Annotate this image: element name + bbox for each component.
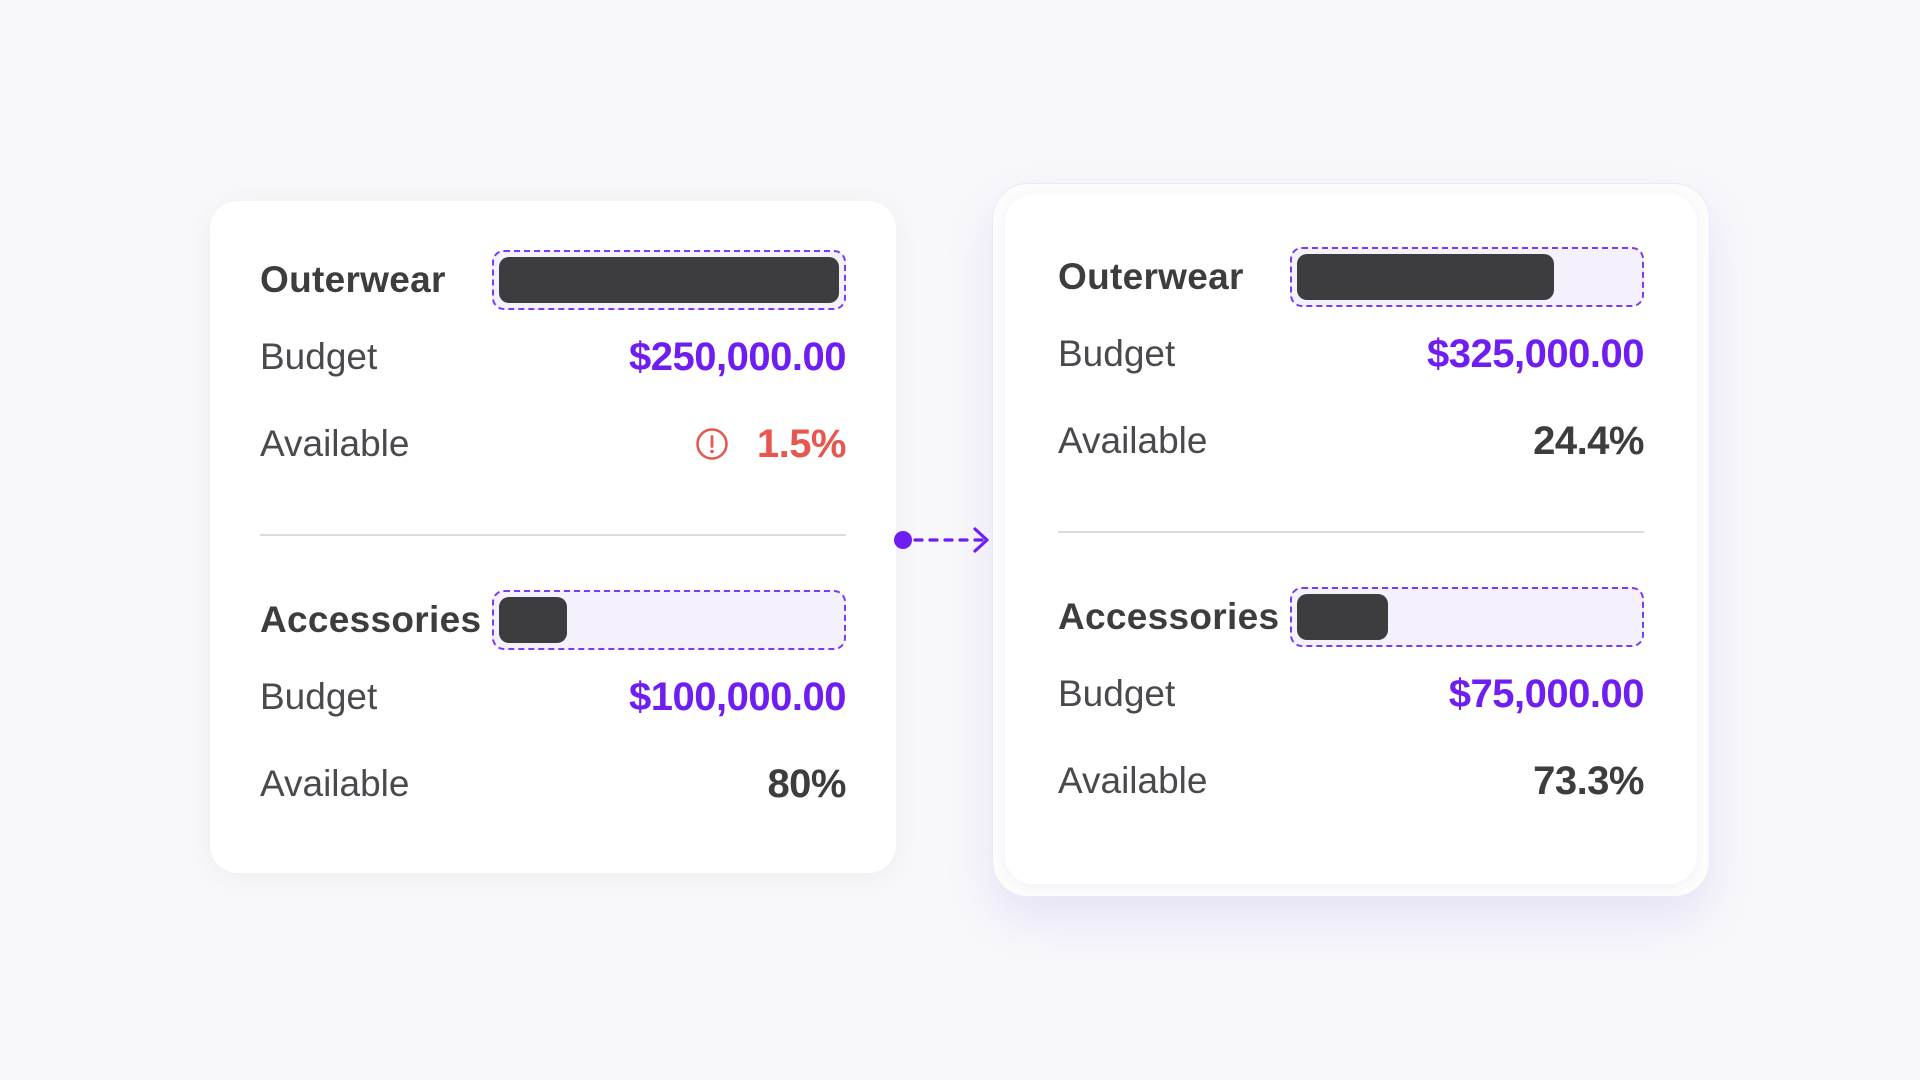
available-label: Available: [260, 423, 410, 464]
category-section-accessories: Accessories Budget $100,000.00 Available…: [260, 590, 846, 809]
budget-value: $100,000.00: [629, 674, 846, 719]
dashed-arrow-right-icon: [894, 527, 989, 553]
available-value-group: 1.5%: [695, 421, 847, 467]
category-name: Accessories: [260, 599, 482, 640]
available-label: Available: [1058, 760, 1208, 801]
available-value: 73.3%: [1533, 758, 1644, 803]
budget-label: Budget: [1058, 673, 1176, 714]
budget-value: $75,000.00: [1448, 671, 1645, 716]
category-section-outerwear: Outerwear Budget $325,000.00 Available 2…: [1058, 247, 1644, 466]
available-value: 1.5%: [756, 421, 847, 466]
category-name: Accessories: [1058, 596, 1280, 637]
category-name: Outerwear: [260, 259, 446, 300]
budget-usage-bar-fill: [1297, 254, 1555, 300]
section-divider: [260, 534, 846, 536]
section-divider: [1058, 531, 1644, 533]
budget-value: $250,000.00: [629, 334, 846, 379]
category-section-accessories: Accessories Budget $75,000.00 Available …: [1058, 587, 1645, 806]
budget-usage-bar: [1290, 587, 1644, 647]
budget-label: Budget: [1058, 333, 1176, 374]
category-section-outerwear: Outerwear Budget $250,000.00 Available 1…: [260, 250, 847, 469]
budget-usage-bar-fill: [499, 597, 567, 643]
budget-card-before: Outerwear Budget $250,000.00 Available 1…: [210, 201, 896, 873]
budget-usage-bar-fill: [1297, 594, 1388, 640]
available-value: 80%: [767, 761, 846, 806]
budget-label: Budget: [260, 336, 378, 377]
alert-circle-icon: [696, 428, 728, 460]
budget-card-after: Outerwear Budget $325,000.00 Available 2…: [1005, 194, 1697, 884]
budget-usage-bar-fill: [499, 257, 839, 303]
available-label: Available: [260, 763, 410, 804]
budget-usage-bar: [1290, 247, 1644, 307]
budget-label: Budget: [260, 676, 378, 717]
budget-usage-bar: [492, 590, 846, 650]
available-label: Available: [1058, 420, 1208, 461]
budget-usage-bar: [492, 250, 846, 310]
available-value: 24.4%: [1533, 418, 1644, 463]
category-name: Outerwear: [1058, 256, 1244, 297]
budget-value: $325,000.00: [1427, 331, 1644, 376]
